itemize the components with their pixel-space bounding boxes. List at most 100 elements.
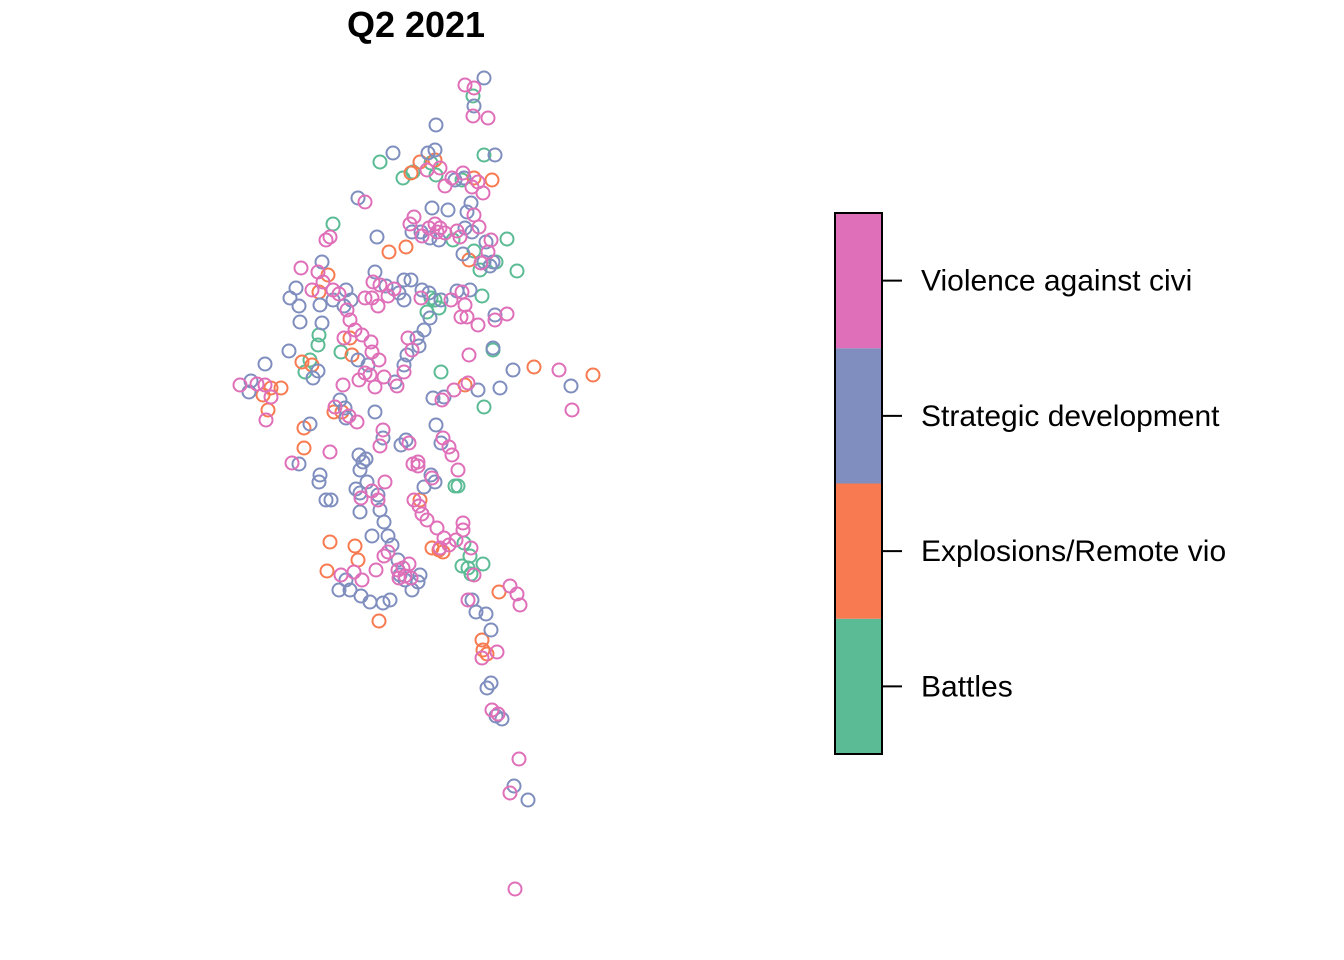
data-point — [433, 364, 449, 380]
data-point — [389, 378, 405, 394]
legend-label: Strategic development — [921, 400, 1220, 433]
data-point — [310, 363, 326, 379]
data-point — [310, 337, 326, 353]
data-point — [380, 528, 396, 544]
data-point — [312, 297, 328, 313]
data-point — [419, 512, 435, 528]
data-point — [291, 456, 307, 472]
data-point — [372, 277, 388, 293]
data-point — [489, 644, 505, 660]
data-point — [468, 604, 484, 620]
data-point — [441, 537, 457, 553]
data-point — [257, 356, 273, 372]
data-point — [372, 438, 388, 454]
data-point — [412, 567, 428, 583]
data-point — [292, 314, 308, 330]
data-point — [455, 246, 471, 262]
data-point — [475, 642, 491, 658]
data-point — [446, 382, 462, 398]
data-point — [471, 219, 487, 235]
data-point — [369, 229, 385, 245]
data-point — [499, 306, 515, 322]
data-point — [335, 377, 351, 393]
data-point — [400, 330, 416, 346]
data-point — [441, 439, 457, 455]
data-point — [333, 344, 349, 360]
data-point — [502, 785, 518, 801]
data-point — [350, 352, 366, 368]
data-point — [480, 110, 496, 126]
data-point — [474, 288, 490, 304]
data-point — [411, 498, 427, 514]
data-point — [511, 751, 527, 767]
series-strategic-development — [241, 70, 579, 808]
data-point — [336, 330, 352, 346]
data-point — [505, 362, 521, 378]
data-point — [396, 357, 412, 373]
data-point — [331, 582, 347, 598]
series-violence-against-civi — [232, 77, 580, 897]
data-point — [487, 312, 503, 328]
data-point — [357, 194, 373, 210]
data-point — [410, 458, 426, 474]
data-point — [427, 142, 443, 158]
legend-swatch — [835, 618, 882, 754]
data-point — [396, 272, 412, 288]
data-point — [376, 514, 392, 530]
data-point — [371, 613, 387, 629]
data-point — [484, 172, 500, 188]
data-point — [420, 145, 436, 161]
data-point — [291, 298, 307, 314]
data-point — [365, 274, 381, 290]
data-point — [444, 447, 460, 463]
data-point — [455, 515, 471, 531]
data-point — [398, 239, 414, 255]
data-point — [319, 563, 335, 579]
data-point — [462, 282, 478, 298]
data-point — [232, 377, 248, 393]
data-point — [432, 540, 448, 556]
data-point — [450, 478, 466, 494]
data-point — [416, 479, 432, 495]
legend-label: Explosions/Remote vio — [921, 535, 1226, 568]
data-point — [367, 264, 383, 280]
data-point — [437, 178, 453, 194]
data-point — [437, 225, 453, 241]
data-point — [273, 380, 289, 396]
data-point — [312, 467, 328, 483]
data-point — [476, 147, 492, 163]
data-point — [349, 414, 365, 430]
data-point — [367, 404, 383, 420]
data-point — [346, 564, 362, 580]
data-point — [396, 292, 412, 308]
data-point — [443, 292, 459, 308]
data-point — [333, 567, 349, 583]
data-point — [429, 520, 445, 536]
data-point — [296, 440, 312, 456]
data-point — [512, 597, 528, 613]
data-point — [375, 422, 391, 438]
data-point — [499, 231, 515, 247]
data-point — [466, 98, 482, 114]
data-point — [429, 224, 445, 240]
data-point — [325, 216, 341, 232]
data-point — [465, 88, 481, 104]
data-point — [526, 359, 542, 375]
data-point — [357, 290, 373, 306]
data-point — [375, 430, 391, 446]
legend-label: Battles — [921, 670, 1013, 703]
data-point — [352, 504, 368, 520]
legend-swatch — [835, 213, 882, 349]
data-point — [507, 881, 523, 897]
data-point — [314, 315, 330, 331]
data-point — [460, 592, 476, 608]
data-point — [487, 147, 503, 163]
legend-swatch — [835, 348, 882, 484]
data-point — [447, 478, 463, 494]
data-point — [337, 400, 353, 416]
data-point — [353, 490, 369, 506]
data-point — [520, 792, 536, 808]
data-point — [459, 204, 475, 220]
data-point — [284, 455, 300, 471]
